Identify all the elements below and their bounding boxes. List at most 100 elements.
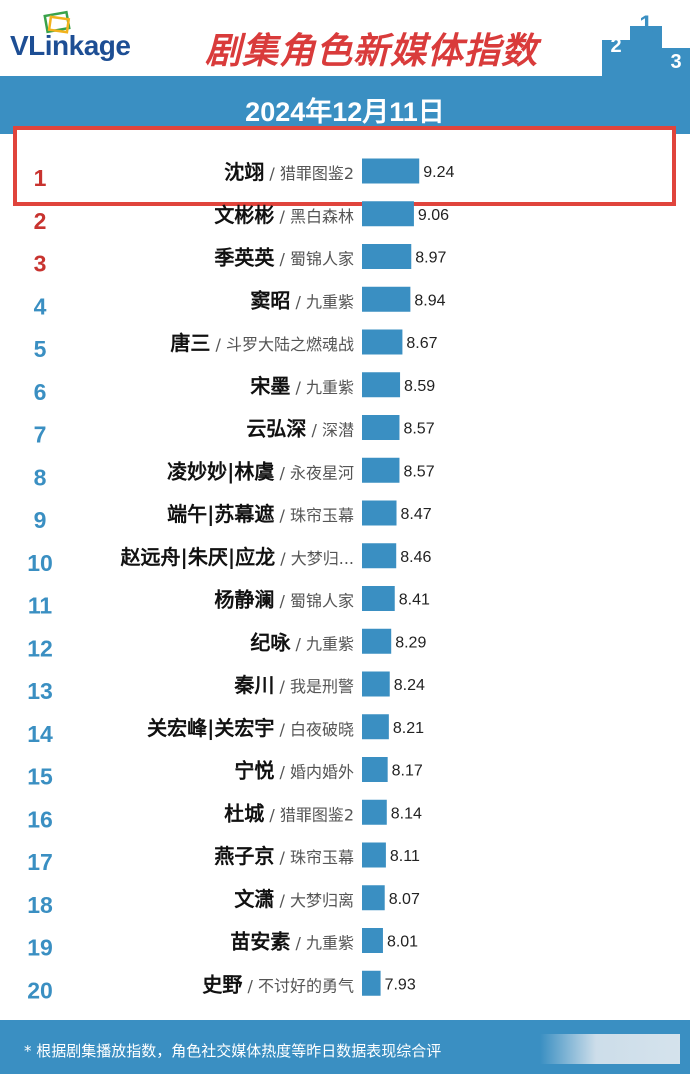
role-name: 杜城 [224,801,264,825]
drama-name: / 深潜 [306,421,354,440]
podium-icon: 2 1 3 [602,11,690,76]
drama-name: / 婚内婚外 [274,763,354,782]
value-label: 8.94 [414,292,445,309]
drama-name: / 大梦归... [275,549,354,568]
role-name: 文潇 [234,887,274,911]
value-label: 8.24 [394,677,425,694]
drama-name: / 九重紫 [290,378,354,397]
drama-name: / 蜀锦人家 [274,592,354,611]
bar [362,714,389,740]
row-label: 端午|苏幕遮 / 珠帘玉幕 [167,502,354,526]
row-label: 沈翊 / 猎罪图鉴2 [224,160,354,184]
drama-name: / 九重紫 [290,934,354,953]
rank-number: 6 [34,379,47,405]
bar [362,201,414,227]
rank-number: 7 [34,422,47,448]
drama-name: / 珠帘玉幕 [274,506,354,525]
value-label: 8.11 [390,848,420,865]
podium-digit: 3 [670,51,681,73]
drama-name: / 蜀锦人家 [274,250,354,269]
value-label: 9.24 [423,164,454,181]
row-label: 苗安素 / 九重紫 [230,930,354,954]
role-name: 凌妙妙|林虞 [167,459,275,483]
bar [362,543,397,569]
bar [362,415,400,440]
value-label: 8.17 [392,763,423,780]
value-label: 8.21 [393,720,424,737]
logo-icon [43,10,71,34]
role-name: 赵远舟|朱厌|应龙 [120,545,276,569]
drama-name: / 猎罪图鉴2 [264,805,354,824]
bar [362,286,411,312]
ranking-chart: 1 沈翊 / 猎罪图鉴2 9.24 2 文彬彬 / 黑白森林 9.06 3 季英英 / 蜀锦人… [27,158,454,1003]
page-title: 剧集角色新媒体指数 [205,31,539,72]
rank-number: 16 [27,806,53,832]
row-label: 杨静澜 / 蜀锦人家 [214,588,354,612]
row-label: 唐三 / 斗罗大陆之燃魂战 [170,331,354,355]
rank-number: 11 [28,593,53,619]
logo-text: VLinkage [10,30,131,61]
role-name: 文彬彬 [214,203,274,227]
bar [362,372,401,398]
rank-number: 3 [34,251,47,277]
role-name: 云弘深 [246,417,306,441]
rank-number: 12 [27,635,53,661]
rank-number: 8 [34,464,47,490]
bar [362,970,381,996]
row-label: 纪咏 / 九重紫 [250,630,354,654]
date-label: 2024年12月11日 [245,97,445,127]
drama-name: / 斗罗大陆之燃魂战 [210,335,354,354]
row-label: 关宏峰|关宏宇 / 白夜破晓 [147,716,354,740]
row-label: 云弘深 / 深潜 [246,417,354,441]
role-name: 唐三 [170,331,210,355]
rank-number: 5 [34,336,47,362]
value-label: 8.46 [400,549,431,566]
drama-name: / 永夜星河 [274,463,354,482]
footer-watermark [540,1034,680,1064]
drama-name: / 黑白森林 [274,207,354,226]
bar [362,244,412,269]
bar [362,799,387,825]
role-name: 宋墨 [250,374,290,398]
row-label: 史野 / 不讨好的勇气 [202,972,354,996]
row-label: 文彬彬 / 黑白森林 [214,203,354,227]
role-name: 季英英 [213,246,275,270]
value-label: 8.01 [387,934,418,951]
row-label: 宋墨 / 九重紫 [250,374,354,398]
drama-name: / 九重紫 [290,292,354,311]
role-name: 秦川 [233,673,274,697]
value-label: 8.57 [403,463,434,480]
role-name: 沈翊 [224,160,264,184]
drama-name: / 我是刑警 [274,677,354,696]
drama-name: / 九重紫 [290,634,354,653]
row-label: 季英英 / 蜀锦人家 [213,246,354,270]
rank-number: 14 [27,721,53,747]
row-label: 凌妙妙|林虞 / 永夜星河 [167,459,354,483]
value-label: 8.41 [399,592,430,609]
value-label: 8.14 [391,805,422,822]
rank-number: 19 [27,935,53,961]
bar [362,457,400,483]
value-label: 8.47 [401,506,432,523]
role-name: 苗安素 [230,930,290,954]
row-label: 文潇 / 大梦归离 [234,887,354,911]
drama-name: / 猎罪图鉴2 [264,164,354,183]
value-label: 8.67 [406,335,437,352]
role-name: 燕子京 [214,844,274,868]
podium-digit: 2 [610,35,621,57]
value-label: 7.93 [385,976,416,993]
value-label: 8.97 [415,250,446,267]
date-banner [0,76,690,134]
rank-number: 1 [34,165,47,191]
drama-name: / 珠帘玉幕 [274,848,354,867]
value-label: 8.07 [389,891,420,908]
value-label: 8.59 [404,378,435,395]
top-rank-highlight [13,126,676,206]
value-label: 8.29 [395,634,426,651]
bar [362,928,383,953]
row-label: 杜城 / 猎罪图鉴2 [224,801,354,825]
rank-number: 10 [27,550,53,576]
rank-number: 4 [34,293,47,319]
bar [362,500,397,526]
row-label: 秦川 / 我是刑警 [233,673,354,697]
